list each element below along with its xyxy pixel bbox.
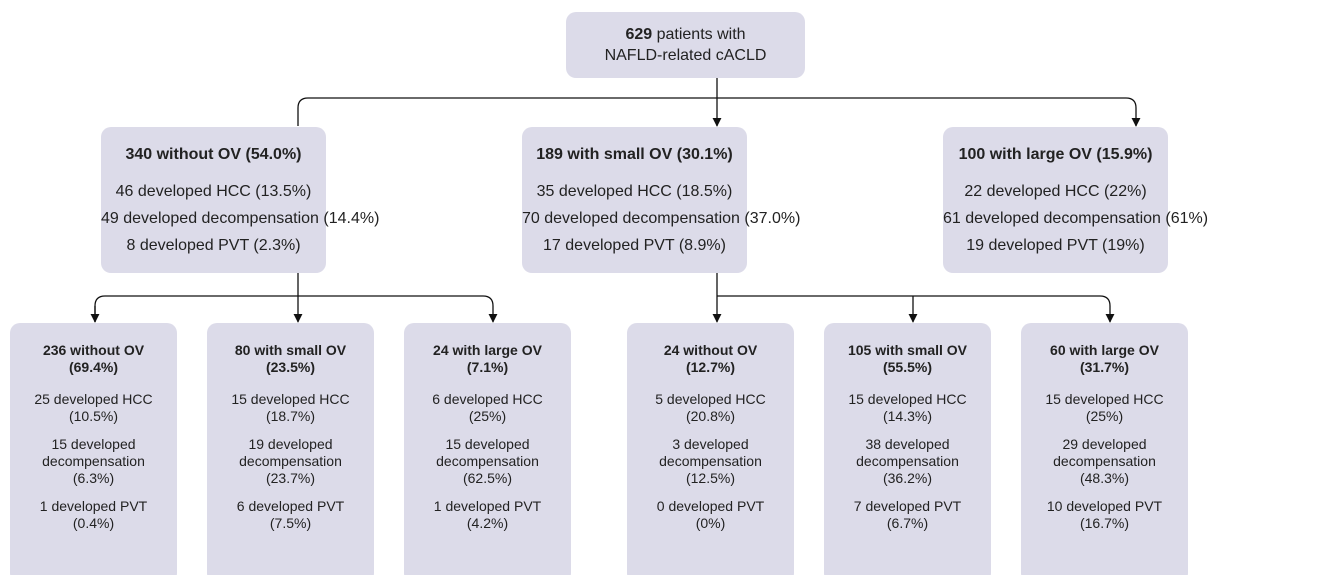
subgroup-outcome: 1 developed PVT (0.4%) <box>39 498 148 531</box>
subgroup-node: 60 with large OV (31.7%) 15 developed HCC… <box>1021 323 1188 575</box>
group-node: 340 without OV (54.0%) 46 developed HCC (… <box>101 127 380 273</box>
root-count: 629 <box>625 26 653 43</box>
subgroup-title: 236 without OV (69.4%) <box>42 342 145 375</box>
subgroup-node: 24 without OV (12.7%) 5 developed HCC (20… <box>627 323 794 575</box>
subgroup-outcome: 0 developed PVT (0%) <box>656 498 765 531</box>
subgroup-title: 24 without OV (12.7%) <box>663 342 758 375</box>
subgroup-node: 105 with small OV (55.5%) 15 developed HC… <box>824 323 991 575</box>
group-outcome: 61 developed decompensation (61%) <box>943 210 1209 227</box>
group-outcome: 8 developed PVT (2.3%) <box>126 237 301 254</box>
group-node: 189 with small OV (30.1%) 35 developed HC… <box>522 127 801 273</box>
subgroup-node: 24 with large OV (7.1%) 6 developed HCC (… <box>404 323 571 575</box>
subgroup-outcome: 1 developed PVT (4.2%) <box>433 498 542 531</box>
subgroup-outcome: 15 developed HCC (25%) <box>1045 391 1164 424</box>
subgroup-outcome: 15 developed HCC (14.3%) <box>848 391 967 424</box>
root-text: patients with <box>656 26 746 43</box>
group-outcome: 49 developed decompensation (14.4%) <box>101 210 380 227</box>
arrow <box>717 295 1115 323</box>
group-outcome: 17 developed PVT (8.9%) <box>543 237 726 254</box>
subgroup-title: 105 with small OV (55.5%) <box>847 342 968 375</box>
subgroup-outcome: 7 developed PVT (6.7%) <box>853 498 962 531</box>
subgroup-outcome: 10 developed PVT (16.7%) <box>1046 498 1163 531</box>
group-title: 340 without OV (54.0%) <box>125 146 302 163</box>
subgroup-title: 60 with large OV (31.7%) <box>1050 342 1159 375</box>
subgroup-outcome: 19 developed decompensation (23.7%) <box>239 436 342 486</box>
subgroup-outcome: 38 developed decompensation (36.2%) <box>856 436 959 486</box>
root-text: NAFLD-related cACLD <box>604 47 767 64</box>
group-outcome: 19 developed PVT (19%) <box>966 237 1145 254</box>
subgroup-outcome: 25 developed HCC (10.5%) <box>34 391 153 424</box>
group-title: 100 with large OV (15.9%) <box>958 146 1153 163</box>
group-title: 189 with small OV (30.1%) <box>536 146 733 163</box>
subgroup-outcome: 6 developed PVT (7.5%) <box>236 498 345 531</box>
subgroup-outcome: 5 developed HCC (20.8%) <box>655 391 766 424</box>
subgroup-outcome: 6 developed HCC (25%) <box>432 391 543 424</box>
group-outcome: 22 developed HCC (22%) <box>964 183 1147 200</box>
arrow <box>94 295 498 323</box>
subgroup-outcome: 15 developed HCC (18.7%) <box>231 391 350 424</box>
subgroup-title: 24 with large OV (7.1%) <box>433 342 542 375</box>
subgroup-node: 80 with small OV (23.5%) 15 developed HCC… <box>207 323 374 575</box>
subgroup-title: 80 with small OV (23.5%) <box>234 342 347 375</box>
group-node: 100 with large OV (15.9%) 22 developed HC… <box>943 127 1209 273</box>
subgroup-node: 236 without OV (69.4%) 25 developed HCC (… <box>10 323 177 575</box>
subgroup-outcome: 15 developed decompensation (6.3%) <box>42 436 145 486</box>
root-node: 629 patients with NAFLD-related cACLD <box>566 12 805 78</box>
subgroup-outcome: 29 developed decompensation (48.3%) <box>1053 436 1156 486</box>
group-outcome: 70 developed decompensation (37.0%) <box>522 210 801 227</box>
subgroup-outcome: 3 developed decompensation (12.5%) <box>659 436 762 486</box>
arrow <box>297 97 1141 127</box>
group-outcome: 46 developed HCC (13.5%) <box>115 183 312 200</box>
subgroup-outcome: 15 developed decompensation (62.5%) <box>436 436 539 486</box>
group-outcome: 35 developed HCC (18.5%) <box>536 183 733 200</box>
